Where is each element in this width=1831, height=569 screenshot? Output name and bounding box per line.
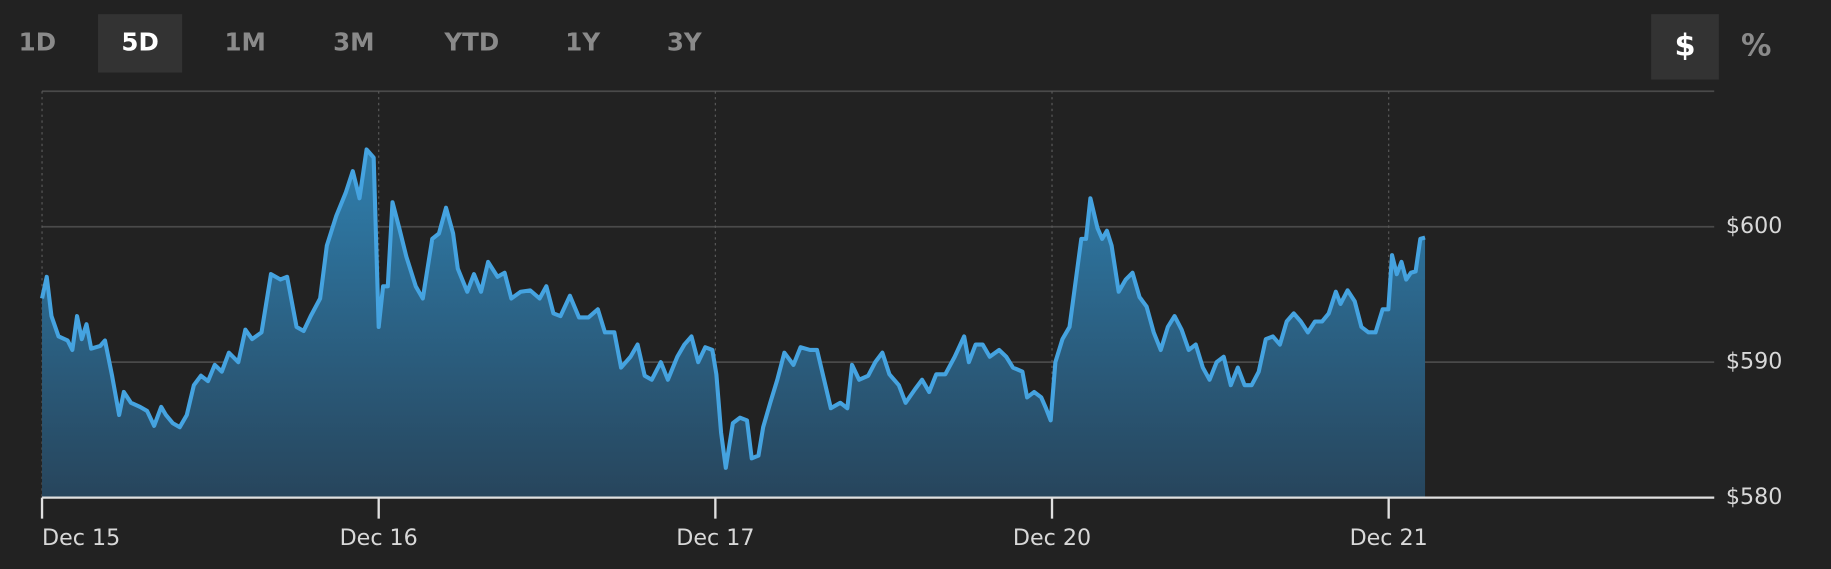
unit-button[interactable]: $: [1651, 14, 1719, 80]
range-tab[interactable]: 1M: [224, 27, 265, 56]
range-tab[interactable]: 3Y: [667, 27, 702, 56]
tab-label: 1D: [19, 27, 56, 56]
range-tab[interactable]: 5D: [98, 14, 183, 73]
tab-label: 5D: [121, 27, 158, 56]
x-tick-label: Dec 16: [340, 525, 418, 551]
x-tick-label: Dec 15: [42, 525, 120, 551]
range-tab[interactable]: 1Y: [565, 27, 600, 56]
tab-label: 1M: [224, 27, 265, 56]
tab-highlight: [98, 14, 183, 73]
range-tabs: 1D 5D 1M 3M YTD 1Y 3Y: [19, 14, 702, 73]
tab-label: 3Y: [667, 27, 702, 56]
x-tick-label: Dec 17: [676, 525, 754, 551]
price-line: [40, 147, 1426, 470]
unit-highlight: [1651, 14, 1719, 80]
x-tick-label: Dec 21: [1350, 525, 1428, 551]
unit-button[interactable]: %: [1741, 28, 1771, 63]
range-tab[interactable]: YTD: [443, 27, 499, 56]
tab-label: 1Y: [565, 27, 600, 56]
unit-label: $: [1674, 28, 1695, 63]
unit-toggle: $%: [1651, 14, 1771, 80]
y-tick-label: $600: [1726, 213, 1782, 239]
plot: $580 $590 $600 Dec 15 Dec 16 Dec 17 Dec 20 Dec …: [40, 91, 1782, 551]
range-tab[interactable]: 3M: [333, 27, 374, 56]
area-fill: [42, 149, 1426, 498]
unit-label: %: [1741, 28, 1771, 63]
x-tick-label: Dec 20: [1013, 525, 1091, 551]
range-tab[interactable]: 1D: [19, 27, 56, 56]
tab-label: 3M: [333, 27, 374, 56]
y-tick-label: $590: [1726, 349, 1782, 375]
y-tick-label: $580: [1726, 484, 1782, 510]
tab-label: YTD: [443, 27, 499, 56]
